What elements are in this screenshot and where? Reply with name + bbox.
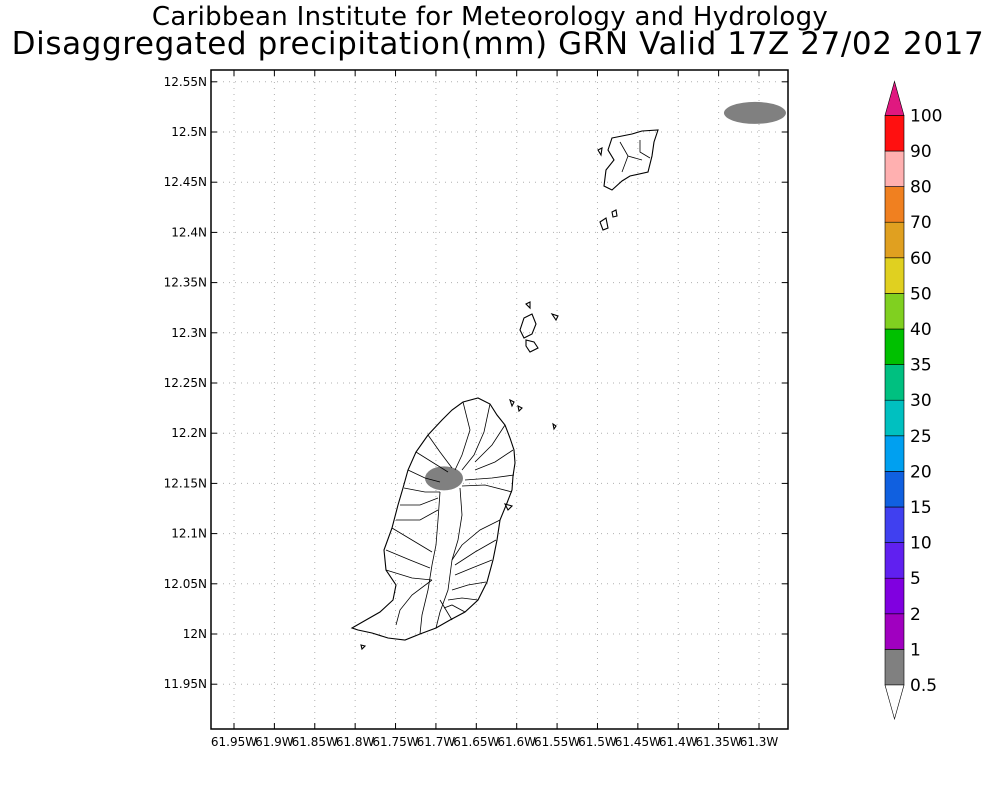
colorbar-segment xyxy=(884,364,905,401)
colorbar-segment xyxy=(884,542,905,579)
islands xyxy=(350,129,659,651)
colorbar-label: 30 xyxy=(910,391,932,411)
colorbar-segment xyxy=(884,577,905,615)
colorbar-bottom-arrow xyxy=(884,684,905,721)
colorbar-segment xyxy=(884,328,905,365)
colorbar-label: 20 xyxy=(910,462,932,482)
lat-tick-label: 12.1N xyxy=(171,527,207,541)
title-line-1: Caribbean Institute for Meteorology and … xyxy=(151,2,829,32)
colorbar-label: 40 xyxy=(910,320,932,340)
colorbar-label: 10 xyxy=(910,534,932,554)
precip-area-northeast-sea xyxy=(723,101,786,124)
colorbar-label: 100 xyxy=(910,106,942,126)
colorbar-segment xyxy=(884,115,905,152)
lon-tick-label: 61.9W xyxy=(255,735,294,749)
colorbar-label: 50 xyxy=(910,284,932,304)
title-line-2: Disaggregated precipitation(mm) GRN Vali… xyxy=(11,26,985,62)
colorbar-segment xyxy=(884,649,905,686)
lat-tick-label: 12.4N xyxy=(171,225,207,239)
lon-tick-label: 61.6W xyxy=(497,735,536,749)
lon-tick-label: 61.35W xyxy=(696,735,742,749)
lat-tick-label: 12.2N xyxy=(171,426,207,440)
map-frame xyxy=(210,69,789,730)
watershed-boundaries xyxy=(385,401,515,635)
colorbar-segment xyxy=(884,399,905,437)
map-grid xyxy=(211,70,788,729)
lon-tick-label: 61.75W xyxy=(372,735,418,749)
lon-tick-label: 61.5W xyxy=(578,735,617,749)
lon-tick-label: 61.7W xyxy=(417,735,456,749)
lon-tick-label: 61.45W xyxy=(615,735,661,749)
colorbar-label: 90 xyxy=(910,142,932,162)
colorbar-top-arrow xyxy=(884,80,905,116)
lon-tick-label: 61.85W xyxy=(292,735,338,749)
small-island xyxy=(599,217,609,231)
lon-tick-label: 61.3W xyxy=(740,735,779,749)
colorbar-label: 70 xyxy=(910,213,932,233)
carriacou-island xyxy=(603,129,659,191)
lat-tick-label: 11.95N xyxy=(164,677,207,691)
colorbar-label: 25 xyxy=(910,427,932,447)
lat-tick-label: 12.05N xyxy=(164,577,207,591)
lon-tick-label: 61.65W xyxy=(453,735,499,749)
colorbar-label: 35 xyxy=(910,356,932,376)
lat-tick-label: 12.3N xyxy=(171,326,207,340)
colorbar-segment xyxy=(884,257,905,294)
lat-tick-label: 12.15N xyxy=(164,476,207,490)
colorbar-segment xyxy=(884,150,905,187)
colorbar-segment xyxy=(884,186,905,223)
colorbar-label: 80 xyxy=(910,178,932,198)
lon-tick-label: 61.8W xyxy=(336,735,375,749)
colorbar-label: 0.5 xyxy=(910,676,937,696)
colorbar-segment xyxy=(884,221,905,259)
colorbar-label: 5 xyxy=(910,569,921,589)
map-axes: 12.55N 12.5N 12.45N 12.4N 12.35N 12.3N 12.25N 1… xyxy=(164,69,789,749)
colorbar-label: 2 xyxy=(910,605,921,625)
colorbar-segment xyxy=(884,435,905,472)
precipitation-areas xyxy=(425,101,786,491)
lat-tick-label: 12.35N xyxy=(164,276,207,290)
colorbar-segment xyxy=(884,293,905,330)
colorbar-segment xyxy=(884,613,905,650)
lat-tick-label: 12.25N xyxy=(164,376,207,390)
lat-tick-label: 12.45N xyxy=(164,175,207,189)
lon-tick-label: 61.95W xyxy=(211,735,257,749)
colorbar-label: 15 xyxy=(910,498,932,518)
grenada-island xyxy=(350,397,516,641)
colorbar-segment xyxy=(884,471,905,508)
lon-tick-label: 61.55W xyxy=(534,735,580,749)
lat-tick-label: 12.55N xyxy=(164,75,207,89)
ronde-island xyxy=(519,313,537,339)
colorbar-label: 60 xyxy=(910,249,932,269)
precip-area-central-grenada xyxy=(425,466,463,491)
colorbar-label: 1 xyxy=(910,640,921,660)
lat-tick-label: 12N xyxy=(183,627,207,641)
lat-tick-label: 12.5N xyxy=(171,125,207,139)
colorbar-segment xyxy=(884,506,905,543)
lon-tick-label: 61.4W xyxy=(659,735,698,749)
